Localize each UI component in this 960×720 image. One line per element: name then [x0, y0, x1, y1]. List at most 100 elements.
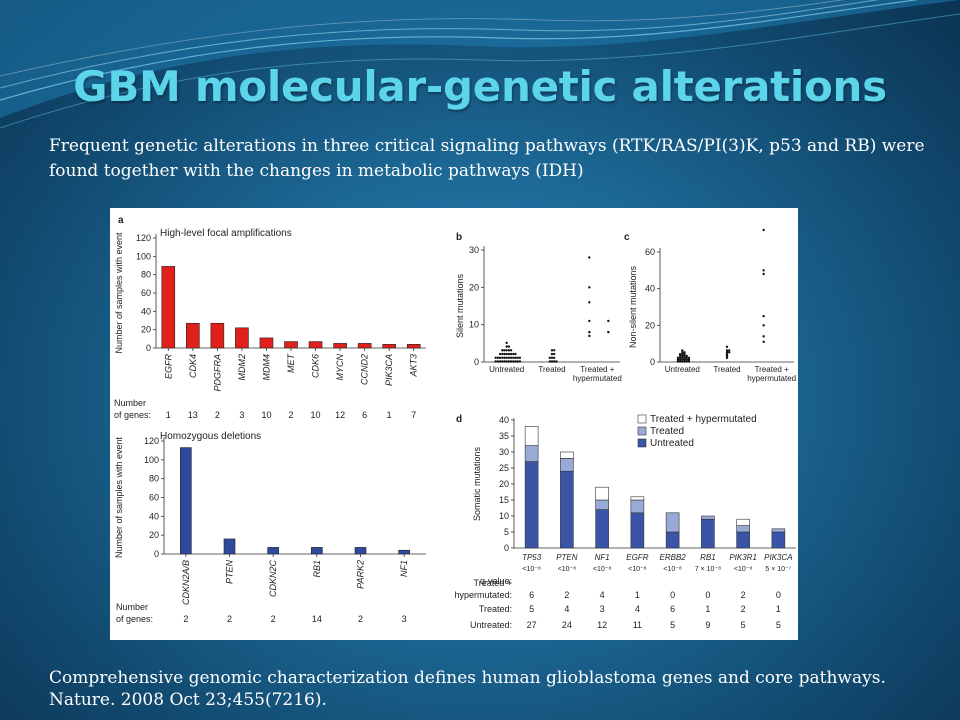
y-tick-label: 5 [504, 527, 509, 537]
data-point [683, 356, 686, 360]
data-point [681, 349, 684, 352]
q-value: 5 × 10⁻⁷ [765, 566, 791, 573]
data-point [683, 354, 686, 358]
x-tick-label: AKT3 [409, 354, 419, 378]
stacked-bar-segment [665, 512, 680, 533]
data-point [505, 345, 508, 348]
data-point [676, 360, 680, 363]
count-cell: 4 [564, 604, 569, 614]
legend-label: Treated + hypermutated [650, 414, 757, 425]
data-point [687, 358, 691, 361]
data-point [548, 356, 551, 359]
data-point [588, 256, 591, 259]
x-tick-label: MYCN [335, 354, 345, 381]
count-cell: 12 [597, 620, 607, 630]
data-point [516, 360, 519, 363]
bar [406, 344, 421, 349]
stacked-bar-segment [630, 496, 645, 501]
legend-label: Treated [650, 426, 684, 437]
bar [333, 343, 347, 349]
x-tick-label: hypermutated [573, 374, 622, 383]
q-value: <10⁻⁸ [734, 566, 753, 573]
data-point [501, 352, 504, 356]
data-point [725, 349, 729, 352]
gene-count-label: 3 [239, 410, 244, 420]
stacked-bar-segment [560, 470, 574, 549]
stacked-bar-segment [701, 515, 715, 520]
gene-count-label: 10 [311, 410, 321, 420]
gene-count-label: 2 [358, 614, 363, 624]
gene-count-label: 7 [411, 410, 416, 420]
data-point [728, 349, 731, 352]
data-point [685, 360, 688, 363]
panel-label-a: a [118, 215, 124, 226]
data-point [498, 352, 502, 356]
x-tick-label: RB1 [700, 553, 716, 562]
x-tick-label: CDKN2A/B [181, 560, 191, 605]
count-cell: 0 [705, 590, 710, 600]
data-point [762, 269, 765, 272]
x-tick-label: NF1 [595, 553, 610, 562]
count-cell: 2 [741, 604, 746, 614]
stacked-bar-segment [524, 461, 539, 549]
data-point [588, 334, 591, 338]
x-tick-label: MDM4 [261, 354, 271, 381]
data-point [512, 356, 515, 359]
x-tick-label: MDM2 [237, 354, 247, 381]
data-point [518, 360, 522, 363]
y-tick-label: 20 [149, 530, 159, 540]
data-point [494, 360, 497, 363]
y-tick-label: 100 [136, 251, 151, 261]
data-point [503, 360, 506, 363]
data-point [505, 349, 508, 352]
y-tick-label: 120 [136, 233, 151, 243]
x-tick-label: Treated [538, 365, 565, 374]
y-tick-label: 10 [469, 320, 479, 330]
row-label: hypermutated: [454, 590, 512, 600]
data-point [509, 360, 513, 363]
stacked-bar-segment [524, 426, 539, 446]
y-tick-label: 100 [144, 455, 159, 465]
x-tick-label: EGFR [163, 354, 173, 380]
data-point [553, 352, 556, 356]
x-tick-label: PIK3CA [764, 553, 792, 562]
slide-title: GBM molecular-genetic alterations [73, 62, 887, 111]
data-point [681, 351, 684, 354]
y-tick-label: 0 [146, 343, 151, 353]
number-label: of genes: [114, 410, 151, 420]
y-tick-label: 60 [645, 247, 655, 257]
data-point [507, 360, 511, 363]
count-cell: 1 [776, 604, 781, 614]
citation-line-2: Nature. 2008 Oct 23;455(7216). [49, 690, 327, 710]
count-cell: 5 [670, 620, 675, 630]
q-value: <10⁻⁸ [628, 566, 647, 573]
bar [161, 266, 176, 349]
stacked-bar-segment [771, 528, 786, 533]
legend-swatch [637, 426, 647, 436]
number-label: Number [114, 398, 146, 408]
x-tick-label: PARK2 [356, 560, 366, 589]
count-cell: 1 [635, 590, 640, 600]
stacked-bar-segment [736, 531, 750, 549]
data-point [678, 358, 682, 361]
gene-count-label: 2 [288, 410, 293, 420]
data-point [725, 351, 729, 354]
data-point [683, 358, 686, 361]
count-cell: 5 [776, 620, 781, 630]
data-point [681, 356, 684, 360]
stacked-bar-segment [665, 531, 680, 549]
x-tick-label: RB1 [312, 560, 322, 578]
count-cell: 5 [529, 604, 534, 614]
data-point [681, 360, 684, 363]
data-point [501, 349, 504, 352]
count-cell: 4 [635, 604, 640, 614]
data-point [514, 360, 517, 363]
count-cell: 11 [633, 620, 642, 630]
row-label: Untreated: [470, 620, 512, 630]
data-point [687, 360, 691, 363]
data-point [548, 360, 551, 363]
data-point [509, 349, 513, 352]
data-point [762, 340, 765, 344]
y-tick-label: 20 [645, 320, 655, 330]
